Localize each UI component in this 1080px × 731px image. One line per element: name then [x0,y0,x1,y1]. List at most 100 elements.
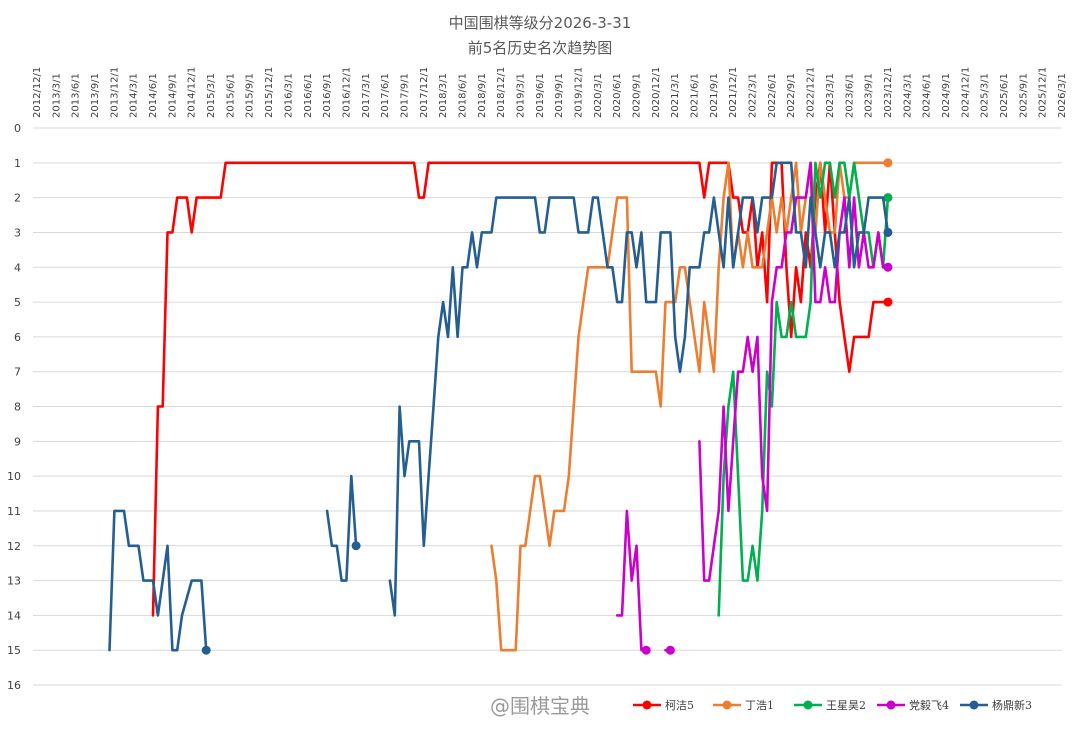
series-line-segment [717,161,890,617]
series-end-marker [351,541,361,551]
x-tick-label: 2015/3/1 [206,73,217,118]
y-tick-label: 12 [7,540,21,553]
x-tick-label: 2024/3/1 [902,73,913,118]
series-end-marker [883,297,893,307]
x-tick-label: 2013/6/1 [71,73,82,118]
x-tick-label: 2024/12/1 [960,67,971,118]
x-tick-label: 2024/6/1 [922,73,933,118]
x-tick-label: 2017/3/1 [361,73,372,118]
x-tick-label: 2020/9/1 [632,73,643,118]
legend-marker [803,700,813,710]
x-tick-label: 2017/6/1 [380,73,391,118]
x-tick-label: 2022/3/1 [748,73,759,118]
x-tick-label: 2025/9/1 [1018,73,1029,118]
series-lines [108,158,893,655]
legend-marker [886,700,896,710]
x-tick-label: 2016/12/1 [341,67,352,118]
x-tick-label: 2018/9/1 [477,73,488,118]
series-end-marker [665,645,675,655]
x-tick-label: 2013/9/1 [90,73,101,118]
chart-title: 中国围棋等级分2026-3-31 [449,14,632,32]
series-end-marker [883,193,893,203]
x-tick-label: 2018/6/1 [457,73,468,118]
x-tick-label: 2021/6/1 [690,73,701,118]
x-tick-label: 2018/12/1 [496,67,507,118]
y-tick-label: 8 [14,401,21,414]
x-tick-label: 2014/9/1 [167,73,178,118]
y-tick-label: 14 [7,609,21,622]
x-tick-label: 2013/12/1 [109,67,120,118]
x-tick-label: 2021/3/1 [670,73,681,118]
series-line-segment [108,509,208,652]
legend-label: 杨鼎新3 [992,698,1032,712]
y-tick-label: 13 [7,575,21,588]
x-tick-label: 2015/9/1 [245,73,256,118]
x-tick-label: 2023/12/1 [883,67,894,118]
y-tick-label: 3 [14,226,21,239]
x-axis-tick-labels: 2012/12/1 2013/3/1 2013/6/1 2013/9/1 2013/12… [32,67,1068,118]
series-end-marker [883,227,893,237]
x-tick-label: 2012/12/1 [32,67,43,118]
series-end-marker [883,158,893,168]
x-tick-label: 2022/12/1 [806,67,817,118]
legend-label: 柯洁5 [665,699,694,712]
x-tick-label: 2020/3/1 [593,73,604,118]
series-5 [108,161,893,655]
y-tick-label: 15 [7,644,21,657]
x-tick-label: 2019/6/1 [535,73,546,118]
legend-label: 丁浩1 [745,699,774,712]
y-tick-label: 7 [14,366,21,379]
x-tick-label: 2025/12/1 [1038,67,1049,118]
y-tick-label: 6 [14,331,21,344]
y-tick-label: 0 [14,122,21,135]
y-tick-label: 10 [7,470,21,483]
x-tick-label: 2019/9/1 [554,73,565,118]
x-tick-label: 2022/9/1 [786,73,797,118]
series-3 [717,161,893,617]
series-end-marker [201,645,211,655]
x-tick-label: 2023/3/1 [825,73,836,118]
x-tick-label: 2021/12/1 [728,67,739,118]
x-tick-label: 2016/9/1 [322,73,333,118]
x-tick-label: 2015/6/1 [225,73,236,118]
series-line-segment [325,474,358,582]
x-tick-label: 2019/12/1 [574,67,585,118]
legend-label: 党毅飞4 [909,698,949,712]
y-tick-label: 1 [14,157,21,170]
series-end-marker [883,262,893,272]
x-tick-label: 2025/6/1 [999,73,1010,118]
y-tick-label: 16 [7,679,21,692]
x-tick-label: 2025/3/1 [980,73,991,118]
legend: 柯洁5 丁浩1 王星昊2 党毅飞4 杨鼎新3 [633,698,1032,712]
x-tick-label: 2018/3/1 [438,73,449,118]
legend-label: 王星昊2 [826,699,866,712]
series-end-marker [641,645,651,655]
x-tick-label: 2022/6/1 [767,73,778,118]
x-tick-label: 2015/12/1 [264,67,275,118]
watermark-text: @围棋宝典 [490,694,590,718]
y-tick-label: 9 [14,435,21,448]
x-tick-label: 2013/3/1 [51,73,62,118]
x-tick-label: 2014/3/1 [129,73,140,118]
x-tick-label: 2016/6/1 [303,73,314,118]
series-line-segment [388,161,890,617]
y-tick-label: 2 [14,192,21,205]
x-tick-label: 2017/12/1 [419,67,430,118]
x-tick-label: 2016/3/1 [283,73,294,118]
x-tick-label: 2023/9/1 [864,73,875,118]
x-tick-label: 2014/12/1 [187,67,198,118]
x-tick-label: 2021/9/1 [709,73,720,118]
series-line-segment [615,509,648,652]
x-tick-label: 2024/9/1 [941,73,952,118]
x-tick-label: 2020/6/1 [612,73,623,118]
legend-marker [969,700,979,710]
x-tick-label: 2014/6/1 [148,73,159,118]
legend-marker [722,700,732,710]
y-tick-label: 5 [14,296,21,309]
x-tick-label: 2023/6/1 [844,73,855,118]
legend-marker [642,700,652,710]
y-tick-label: 11 [7,505,21,518]
